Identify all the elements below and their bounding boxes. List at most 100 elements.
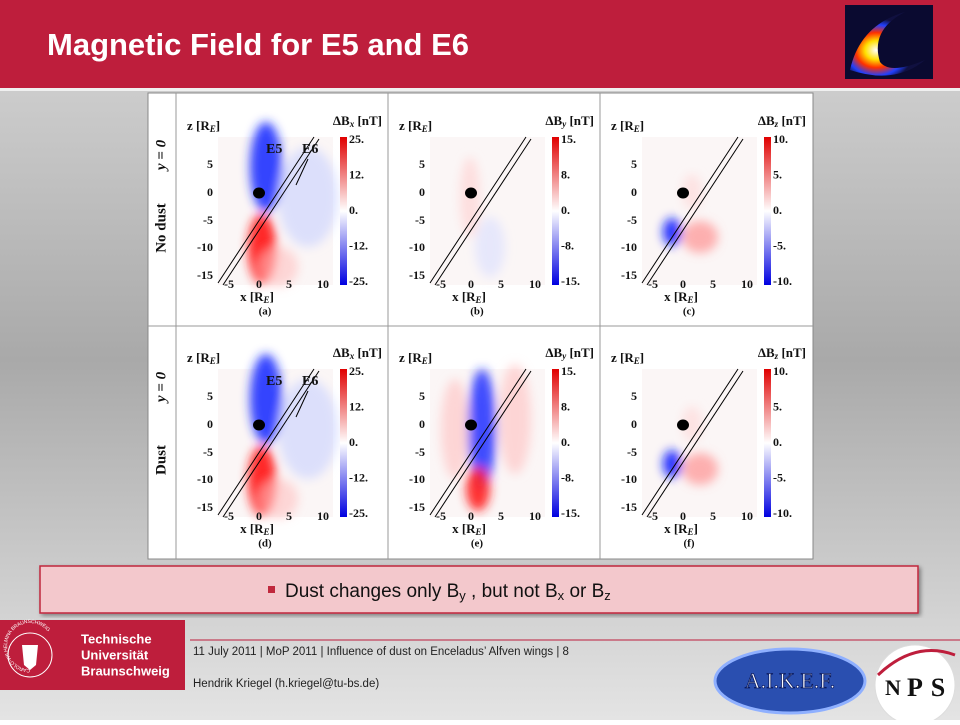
seal: [7, 632, 53, 678]
field-blob: [441, 379, 469, 479]
x-tick-label: -5: [436, 277, 446, 291]
axis-label-end: ]: [428, 118, 432, 133]
colorbar-tick-label: -5.: [773, 470, 786, 484]
axis-label-text: z [R: [187, 350, 210, 365]
nps-logo: [874, 644, 956, 725]
colorbar-tick-label: 8.: [561, 399, 570, 413]
axis-label-end: ]: [640, 118, 644, 133]
field-blob: [475, 217, 505, 277]
x-tick-label: 10: [317, 509, 329, 523]
z-tick-label: -5: [627, 213, 637, 227]
colorbar-tick-label: -5.: [773, 238, 786, 252]
colorbar-tick-label: -25.: [349, 274, 368, 288]
panel: ΔBz [nT]10.5.0.-5.-10.z [RE]50-5-10-15-5…: [611, 345, 806, 550]
x-tick-label: 0: [680, 277, 686, 291]
x-tick-label: 0: [680, 509, 686, 523]
colorbar-title: ΔBy [nT]: [545, 345, 594, 361]
colorbar-tick-label: 0.: [773, 203, 782, 217]
z-tick-label: -15: [409, 268, 425, 282]
colorbar-tick-label: 5.: [773, 399, 782, 413]
z-tick-label: 0: [631, 417, 637, 431]
panel: ΔBy [nT]15.8.0.-8.-15.z [RE]50-5-10-15-5…: [399, 113, 594, 318]
field-blobs: [663, 174, 718, 253]
footer-info: 11 July 2011 | MoP 2011 | Influence of d…: [193, 646, 569, 658]
axis-label-text: x [R: [664, 289, 688, 304]
colorbar-tick-label: 0.: [349, 435, 358, 449]
x-tick-label: 5: [286, 277, 292, 291]
field-map: [429, 136, 545, 286]
colorbar-title-main: ΔB: [758, 113, 775, 128]
marker-label: E6: [302, 142, 318, 157]
axis-label-end: ]: [694, 289, 698, 304]
z-axis-label: z [RE]: [399, 350, 432, 366]
axis-label-text: x [R: [452, 521, 476, 536]
field-map: [641, 136, 757, 286]
colorbar-title: ΔBy [nT]: [545, 113, 594, 129]
enceladus: [677, 187, 689, 199]
colorbar-tick-label: -10.: [773, 274, 792, 288]
field-background: [642, 137, 757, 285]
field-blob: [258, 247, 298, 287]
flyby-line: [434, 138, 532, 286]
x-tick-label: 5: [498, 277, 504, 291]
z-tick-label: -15: [409, 500, 425, 514]
marker-label: E6: [302, 374, 318, 389]
z-tick-label: -10: [409, 472, 425, 486]
colorbar-title-unit: [nT]: [354, 345, 382, 360]
colorbar-tick-label: -8.: [561, 470, 574, 484]
axis-label-sub: E: [421, 356, 428, 366]
z-tick-label: 0: [207, 185, 213, 199]
subscript: x: [558, 588, 565, 603]
field-blobs: [663, 406, 718, 485]
colorbar-tick-label: -12.: [349, 238, 368, 252]
field-map: [429, 364, 545, 518]
x-tick-label: 10: [529, 509, 541, 523]
field-blob: [250, 122, 282, 212]
axis-label-end: ]: [428, 350, 432, 365]
axis-label-sub: E: [633, 124, 640, 134]
colorbar-title-main: ΔB: [333, 113, 350, 128]
z-tick-label: -5: [203, 213, 213, 227]
z-tick-label: -10: [409, 240, 425, 254]
z-tick-label: -10: [621, 472, 637, 486]
colorbar-tick-label: 8.: [561, 167, 570, 181]
callout-box: [39, 565, 919, 614]
z-tick-label: 5: [419, 389, 425, 403]
flyby-line: [222, 370, 320, 518]
x-tick-label: 10: [317, 277, 329, 291]
nps-letter: S: [931, 673, 945, 702]
field-map: [641, 368, 757, 518]
marker-arrow: [295, 158, 309, 186]
panel-letter: (e): [471, 538, 484, 550]
enceladus: [465, 187, 477, 199]
x-tick-label: 0: [256, 277, 262, 291]
aikef-text: A.I.K.E.F.: [745, 668, 836, 693]
axis-label-text: x [R: [452, 289, 476, 304]
colorbar-tick-label: 0.: [349, 203, 358, 217]
title-rule: [0, 88, 960, 91]
colorbar-title-unit: [nT]: [566, 345, 594, 360]
colorbar-title: ΔBx [nT]: [333, 345, 382, 361]
field-blob: [682, 406, 702, 442]
colorbar-title-unit: [nT]: [778, 345, 806, 360]
flyby-line: [641, 136, 739, 284]
enceladus: [677, 419, 689, 431]
field-background: [642, 369, 757, 517]
z-tick-label: 0: [419, 417, 425, 431]
logo-line: Universität: [81, 647, 149, 662]
field-blob: [258, 479, 298, 519]
axis-label-text: z [R: [611, 118, 634, 133]
callout-segment: or B: [564, 581, 604, 602]
row-cut: y = 0: [153, 139, 169, 172]
colorbar-tick-label: -8.: [561, 238, 574, 252]
axis-label-sub: E: [687, 295, 694, 305]
corner-crescent: [850, 12, 925, 76]
x-axis-label: x [RE]: [452, 521, 486, 537]
colorbar-tick-label: 15.: [561, 132, 576, 146]
z-tick-label: -5: [627, 445, 637, 459]
colorbar: [764, 369, 771, 517]
nps-letter: N: [885, 675, 901, 700]
